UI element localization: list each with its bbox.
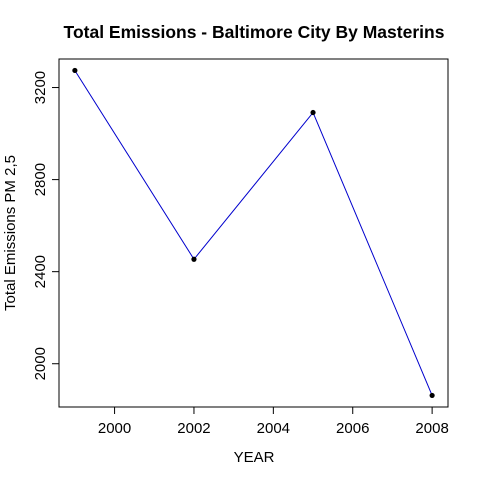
y-tick-label: 3200 (32, 71, 49, 104)
data-point (310, 109, 316, 116)
data-point (191, 256, 197, 262)
x-tick-label: 2004 (257, 420, 290, 437)
data-point (72, 67, 78, 74)
y-tick-label: 2400 (32, 255, 49, 288)
x-tick-label: 2002 (177, 420, 210, 437)
x-tick-label: 2008 (415, 420, 448, 437)
data-point (429, 392, 435, 399)
x-tick-label: 2006 (336, 420, 369, 437)
y-tick-label: 2000 (32, 347, 49, 380)
x-axis-label: YEAR (234, 449, 275, 466)
series-line (74, 70, 433, 396)
x-axis: 2000 2002 2004 2006 2008 (98, 406, 449, 437)
chart-title: Total Emissions - Baltimore City By Mast… (64, 22, 445, 42)
y-axis-label: Total Emissions PM 2,5 (2, 155, 19, 311)
y-tick-label: 2800 (32, 163, 49, 196)
y-axis: 2000 2400 2800 3200 (32, 71, 60, 380)
series-layer (72, 67, 435, 399)
x-tick-label: 2000 (98, 420, 131, 437)
